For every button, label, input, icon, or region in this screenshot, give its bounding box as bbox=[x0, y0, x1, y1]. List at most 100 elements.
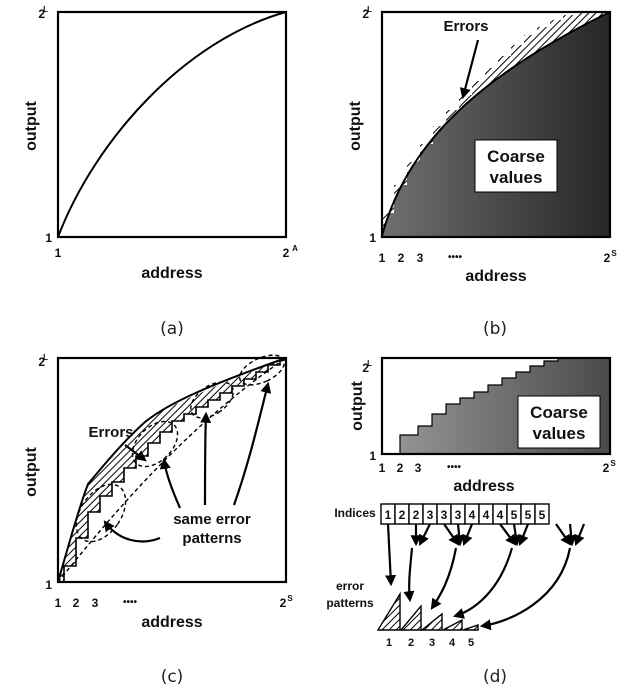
panel-d-y-top-sup: L bbox=[367, 359, 372, 368]
indices-label: Indices bbox=[334, 506, 376, 520]
panel-b-x-tick: 1 bbox=[379, 251, 386, 265]
index-arrow bbox=[520, 524, 528, 544]
panel-c-caption: (c) bbox=[161, 667, 184, 687]
panel-d-y-bottom: 1 bbox=[369, 449, 376, 463]
panel-b-coarse-line2: values bbox=[490, 168, 543, 187]
panel-a-x-right-sup: A bbox=[292, 244, 298, 253]
panel-c-same-line2: patterns bbox=[182, 530, 241, 547]
panel-c-y-bottom: 1 bbox=[45, 578, 52, 592]
panel-d-x-right-sup: S bbox=[610, 459, 616, 468]
panel-d-coarse-line1: Coarse bbox=[530, 403, 588, 422]
error-pattern-3 bbox=[422, 614, 442, 630]
panel-c-pattern-arrow bbox=[105, 522, 160, 541]
group-arrow bbox=[455, 548, 512, 616]
error-patterns-line2: patterns bbox=[326, 596, 374, 610]
index-value: 2 bbox=[413, 508, 420, 522]
index-value: 3 bbox=[441, 508, 448, 522]
panel-b-coarse-line1: Coarse bbox=[487, 147, 545, 166]
index-arrow bbox=[388, 524, 391, 584]
panel-a-caption: (a) bbox=[160, 319, 184, 339]
index-arrow bbox=[444, 524, 458, 544]
panel-b: Errors Coarse values output 1 2 L 1 2 3 … bbox=[347, 5, 617, 339]
group-arrow bbox=[482, 548, 570, 626]
panel-c-dashed-line bbox=[58, 358, 286, 582]
index-value: 4 bbox=[469, 508, 476, 522]
panel-c-pattern-arrow bbox=[234, 384, 268, 505]
group-arrow bbox=[432, 548, 456, 608]
panel-a-x-right: 2 bbox=[283, 246, 290, 260]
panel-a-x-left: 1 bbox=[55, 246, 62, 260]
index-value: 5 bbox=[511, 508, 518, 522]
panel-c-y-top-sup: L bbox=[43, 353, 48, 362]
panel-b-y-bottom: 1 bbox=[369, 231, 376, 245]
index-value: 1 bbox=[385, 508, 392, 522]
index-arrow bbox=[570, 524, 572, 544]
panel-c-pattern-arrow bbox=[164, 460, 180, 508]
panel-d-x-right: 2 bbox=[603, 461, 610, 475]
error-pattern-5 bbox=[463, 625, 478, 630]
panel-a-xlabel: address bbox=[141, 265, 202, 282]
panel-b-x-right-sup: S bbox=[611, 249, 617, 258]
panel-a: output 1 2 L 1 2 A address (a) bbox=[23, 5, 298, 339]
index-arrow bbox=[458, 524, 460, 544]
pattern-label: 3 bbox=[429, 637, 435, 649]
panel-a-curve bbox=[58, 12, 286, 237]
panel-a-ylabel: output bbox=[23, 100, 40, 150]
panel-d-caption: (d) bbox=[483, 667, 507, 687]
panel-c-xlabel: address bbox=[141, 614, 202, 631]
panel-a-frame bbox=[58, 12, 286, 237]
pattern-label: 5 bbox=[468, 637, 474, 649]
panel-b-x-dots: •••• bbox=[448, 252, 463, 263]
panel-c-x-dots: •••• bbox=[123, 597, 138, 608]
panel-c-ylabel: output bbox=[23, 446, 40, 496]
panel-b-ylabel: output bbox=[347, 100, 364, 150]
index-arrow bbox=[514, 524, 517, 544]
panel-d: Coarse values output 1 2 L 1 2 3 •••• 2 … bbox=[326, 358, 616, 687]
error-pattern-2 bbox=[401, 606, 421, 630]
pattern-label: 1 bbox=[386, 637, 392, 649]
index-value: 3 bbox=[455, 508, 462, 522]
panel-c-staircase bbox=[58, 360, 286, 582]
panel-c-same-line1: same error bbox=[173, 511, 251, 528]
panel-b-xlabel: address bbox=[465, 268, 526, 285]
panel-a-y-top-sup: L bbox=[43, 5, 48, 14]
panel-d-x-dots: •••• bbox=[447, 462, 462, 473]
index-arrow bbox=[420, 524, 430, 544]
index-arrow bbox=[464, 524, 472, 544]
panel-d-ylabel: output bbox=[349, 380, 366, 430]
panel-c-pattern-arrow bbox=[205, 414, 206, 505]
panel-d-coarse-line2: values bbox=[533, 424, 586, 443]
coarse-values-area bbox=[382, 12, 610, 236]
group-arrow bbox=[409, 548, 412, 600]
panel-b-x-tick: 3 bbox=[417, 251, 424, 265]
index-value: 2 bbox=[399, 508, 406, 522]
panel-c-errors-label: Errors bbox=[88, 424, 133, 441]
error-regions bbox=[58, 358, 286, 582]
index-arrow bbox=[576, 524, 584, 544]
error-pattern-1 bbox=[378, 594, 400, 630]
index-value: 4 bbox=[483, 508, 490, 522]
pattern-label: 4 bbox=[449, 637, 456, 649]
panel-a-y-bottom: 1 bbox=[45, 231, 52, 245]
panel-c-curve bbox=[58, 358, 286, 582]
panel-c-frame bbox=[58, 358, 286, 582]
panel-c-x-right: 2 bbox=[280, 596, 287, 610]
panel-c-x-right-sup: S bbox=[287, 594, 293, 603]
panel-c-x-tick: 3 bbox=[92, 596, 99, 610]
panel-b-x-tick: 2 bbox=[398, 251, 405, 265]
index-value: 5 bbox=[539, 508, 546, 522]
panel-d-x-tick: 1 bbox=[379, 461, 386, 475]
panel-d-xlabel: address bbox=[453, 478, 514, 495]
panel-c: Errors same error patterns output 1 2 L … bbox=[23, 349, 293, 687]
panel-c-x-tick: 2 bbox=[73, 596, 80, 610]
panel-b-errors-label: Errors bbox=[443, 18, 488, 35]
panel-b-caption: (b) bbox=[483, 319, 507, 339]
panel-b-y-top-sup: L bbox=[367, 5, 372, 14]
error-pattern-4 bbox=[443, 620, 462, 630]
index-value: 5 bbox=[525, 508, 532, 522]
index-value: 4 bbox=[497, 508, 504, 522]
index-arrow bbox=[556, 524, 570, 544]
panel-d-x-tick: 3 bbox=[415, 461, 422, 475]
